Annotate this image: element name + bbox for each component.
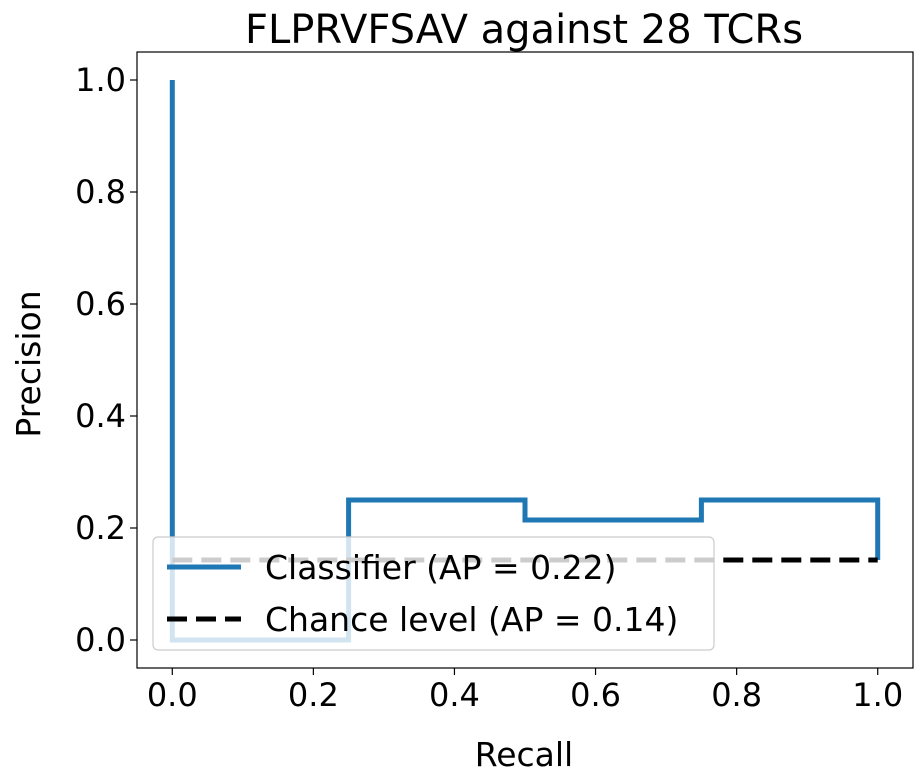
x-tick-label: 0.2: [288, 676, 339, 714]
legend-label-chance-level: Chance level (AP = 0.14): [265, 600, 678, 639]
y-tick-label: 0.2: [75, 509, 126, 547]
y-tick-label: 1.0: [75, 61, 126, 99]
chart-title: FLPRVFSAV against 28 TCRs: [245, 7, 803, 53]
x-tick-label: 0.6: [570, 676, 621, 714]
legend: Classifier (AP = 0.22) Chance level (AP =…: [152, 536, 715, 651]
x-axis-label: Recall: [475, 735, 573, 774]
axes: 0.0 0.2 0.4 0.6 0.8 1.0 0.0 0.2 0.4 0.6 0.8 1.0: [75, 51, 914, 714]
y-axis-label: Precision: [9, 290, 48, 437]
x-tick-label: 0.0: [147, 676, 198, 714]
legend-label-classifier: Classifier (AP = 0.22): [265, 548, 616, 587]
y-tick-label: 0.0: [75, 621, 126, 659]
y-tick-label: 0.8: [75, 173, 126, 211]
x-tick-label: 1.0: [852, 676, 903, 714]
plot-frame: [136, 51, 914, 669]
y-tick-label: 0.4: [75, 397, 126, 435]
y-tick-label: 0.6: [75, 285, 126, 323]
x-tick-label: 0.8: [711, 676, 762, 714]
legend-box: [152, 536, 715, 651]
x-tick-label: 0.4: [429, 676, 480, 714]
